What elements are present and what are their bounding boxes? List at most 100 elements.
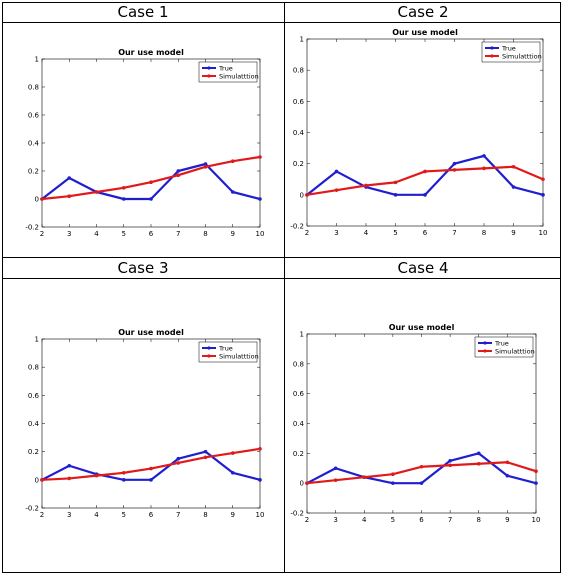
line-chart-case-4: Our use model -0.2 0 0.2 0.4 0.6 0.8 1 2 3 4 5 6 7 8 9 1…: [290, 323, 541, 524]
y-tick-label: -0.2: [25, 224, 39, 232]
x-tick-label: 2: [305, 516, 309, 524]
x-tick-label: 8: [482, 229, 486, 237]
x-tick-label: 5: [393, 229, 397, 237]
x-tick-label: 7: [452, 229, 456, 237]
legend-marker-simulation: [207, 354, 211, 358]
case-cell-1: Case 1 Our use model -0.2 0 0.2 0.4 0.6 0.8 1 2 3…: [2, 2, 285, 258]
x-tick-label: 10: [539, 229, 548, 237]
chart-title: Our use model: [392, 28, 458, 37]
simulation-data-point: [505, 460, 510, 465]
x-tick-label: 3: [333, 516, 337, 524]
simulation-data-point: [67, 194, 72, 198]
true-data-point: [505, 473, 510, 478]
simulation-data-point: [149, 466, 153, 471]
simulation-data-point: [419, 464, 424, 469]
x-tick-label: 4: [364, 229, 369, 237]
simulation-data-point: [448, 463, 452, 468]
true-data-point: [67, 176, 72, 180]
simulation-data-point: [393, 180, 398, 185]
true-data-point: [393, 193, 398, 197]
x-tick-label: 4: [362, 516, 367, 524]
simulation-data-point: [452, 168, 457, 172]
x-tick-label: 5: [391, 516, 395, 524]
simulation-data-point: [149, 180, 153, 184]
simulation-data-point: [511, 164, 516, 169]
case-header-4: Case 4: [285, 258, 561, 279]
simulation-data-point: [476, 461, 481, 466]
simulation-data-point: [230, 159, 235, 163]
true-data-point: [511, 185, 516, 189]
x-tick-label: 3: [67, 230, 71, 238]
true-data-point: [423, 193, 427, 197]
x-tick-label: 6: [423, 229, 428, 237]
y-tick-label: 0.6: [293, 390, 305, 398]
line-chart-case-2: Our use model -0.2 0 0.2 0.4 0.6 0.8 1 2 3 4 5 6 7 8 9 1…: [290, 28, 548, 237]
legend-marker-true: [207, 346, 211, 350]
simulation-data-point: [362, 475, 367, 479]
x-tick-label: 6: [149, 230, 154, 238]
y-tick-label: 0.6: [28, 392, 40, 400]
case-header-3: Case 3: [2, 258, 284, 279]
case-cell-3: Case 3 Our use model -0.2 0 0.2 0.4 0.6 0.8 1 2 3…: [2, 258, 285, 573]
x-tick-label: 10: [532, 516, 541, 524]
true-data-point: [176, 169, 181, 173]
x-tick-label: 5: [122, 511, 126, 519]
y-tick-label: 1: [35, 336, 39, 344]
x-tick-label: 3: [334, 229, 338, 237]
x-tick-label: 10: [256, 511, 265, 519]
true-data-point: [121, 478, 126, 482]
y-tick-label: 0: [300, 191, 304, 199]
y-tick-label: 0.2: [293, 450, 304, 458]
true-data-point: [149, 478, 153, 482]
legend-label-simulation: Simulatttion: [219, 352, 259, 360]
case-header-1: Case 1: [2, 2, 284, 23]
simulation-data-point: [423, 169, 427, 174]
true-data-point: [230, 190, 235, 194]
chart-title: Our use model: [118, 48, 184, 57]
y-tick-label: 0: [35, 196, 39, 204]
x-tick-label: 6: [419, 516, 424, 524]
simulation-data-point: [482, 166, 486, 171]
y-tick-label: 0.8: [293, 67, 304, 75]
y-tick-label: -0.2: [25, 505, 39, 513]
true-data-point: [448, 458, 452, 463]
y-tick-label: 1: [35, 56, 39, 64]
legend-label-simulation: Simulatttion: [219, 72, 259, 80]
simulation-data-point: [203, 455, 208, 460]
y-tick-label: 0.2: [28, 168, 39, 176]
legend-label-true: True: [501, 44, 516, 52]
legend-label-simulation: Simulatttion: [502, 52, 542, 60]
y-tick-label: 0.8: [293, 360, 304, 368]
x-tick-label: 9: [511, 229, 515, 237]
simulation-data-point: [391, 472, 395, 477]
simulation-data-point: [176, 173, 181, 177]
true-data-point: [203, 449, 208, 454]
simulation-data-point: [305, 481, 309, 485]
simulation-data-point: [40, 197, 44, 201]
true-data-point: [534, 481, 538, 485]
y-tick-label: -0.2: [290, 223, 304, 231]
true-data-point: [121, 197, 126, 201]
simulation-data-point: [534, 469, 538, 474]
y-tick-label: 0.8: [28, 364, 39, 372]
x-tick-label: 8: [477, 516, 481, 524]
x-tick-label: 2: [40, 230, 44, 238]
true-data-point: [67, 463, 72, 468]
true-data-point: [476, 451, 481, 456]
y-tick-label: 0.4: [28, 140, 40, 148]
x-tick-label: 8: [203, 230, 207, 238]
y-tick-label: 0.4: [293, 420, 305, 428]
x-tick-label: 5: [122, 230, 126, 238]
true-data-point: [391, 481, 395, 485]
simulation-data-point: [230, 451, 235, 455]
simulation-data-point: [94, 190, 99, 194]
true-data-point: [258, 197, 262, 201]
legend-marker-simulation: [207, 74, 211, 78]
simulation-data-point: [334, 188, 339, 192]
y-tick-label: -0.2: [290, 510, 304, 518]
true-data-point: [333, 466, 338, 471]
simulation-data-point: [67, 476, 72, 481]
y-tick-label: 0: [35, 476, 39, 484]
